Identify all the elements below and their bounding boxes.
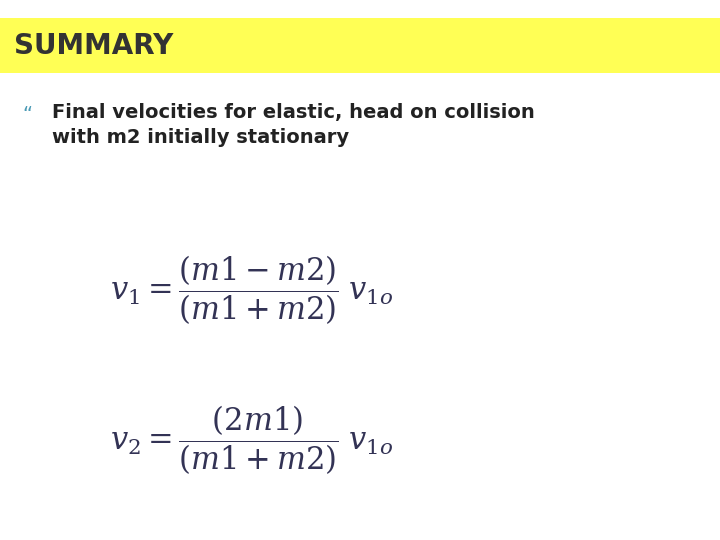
- Text: $v_1 = \dfrac{(m1 - m2)}{(m1 + m2)}\;v_{1o}$: $v_1 = \dfrac{(m1 - m2)}{(m1 + m2)}\;v_{…: [110, 253, 393, 327]
- Text: Final velocities for elastic, head on collision: Final velocities for elastic, head on co…: [52, 103, 535, 122]
- Text: with m2 initially stationary: with m2 initially stationary: [52, 128, 349, 147]
- Text: “: “: [22, 105, 32, 124]
- Text: $v_2 = \dfrac{(2m1)}{(m1 + m2)}\;v_{1o}$: $v_2 = \dfrac{(2m1)}{(m1 + m2)}\;v_{1o}$: [110, 403, 393, 477]
- Text: SUMMARY: SUMMARY: [14, 32, 174, 60]
- Bar: [0, 18, 720, 73]
